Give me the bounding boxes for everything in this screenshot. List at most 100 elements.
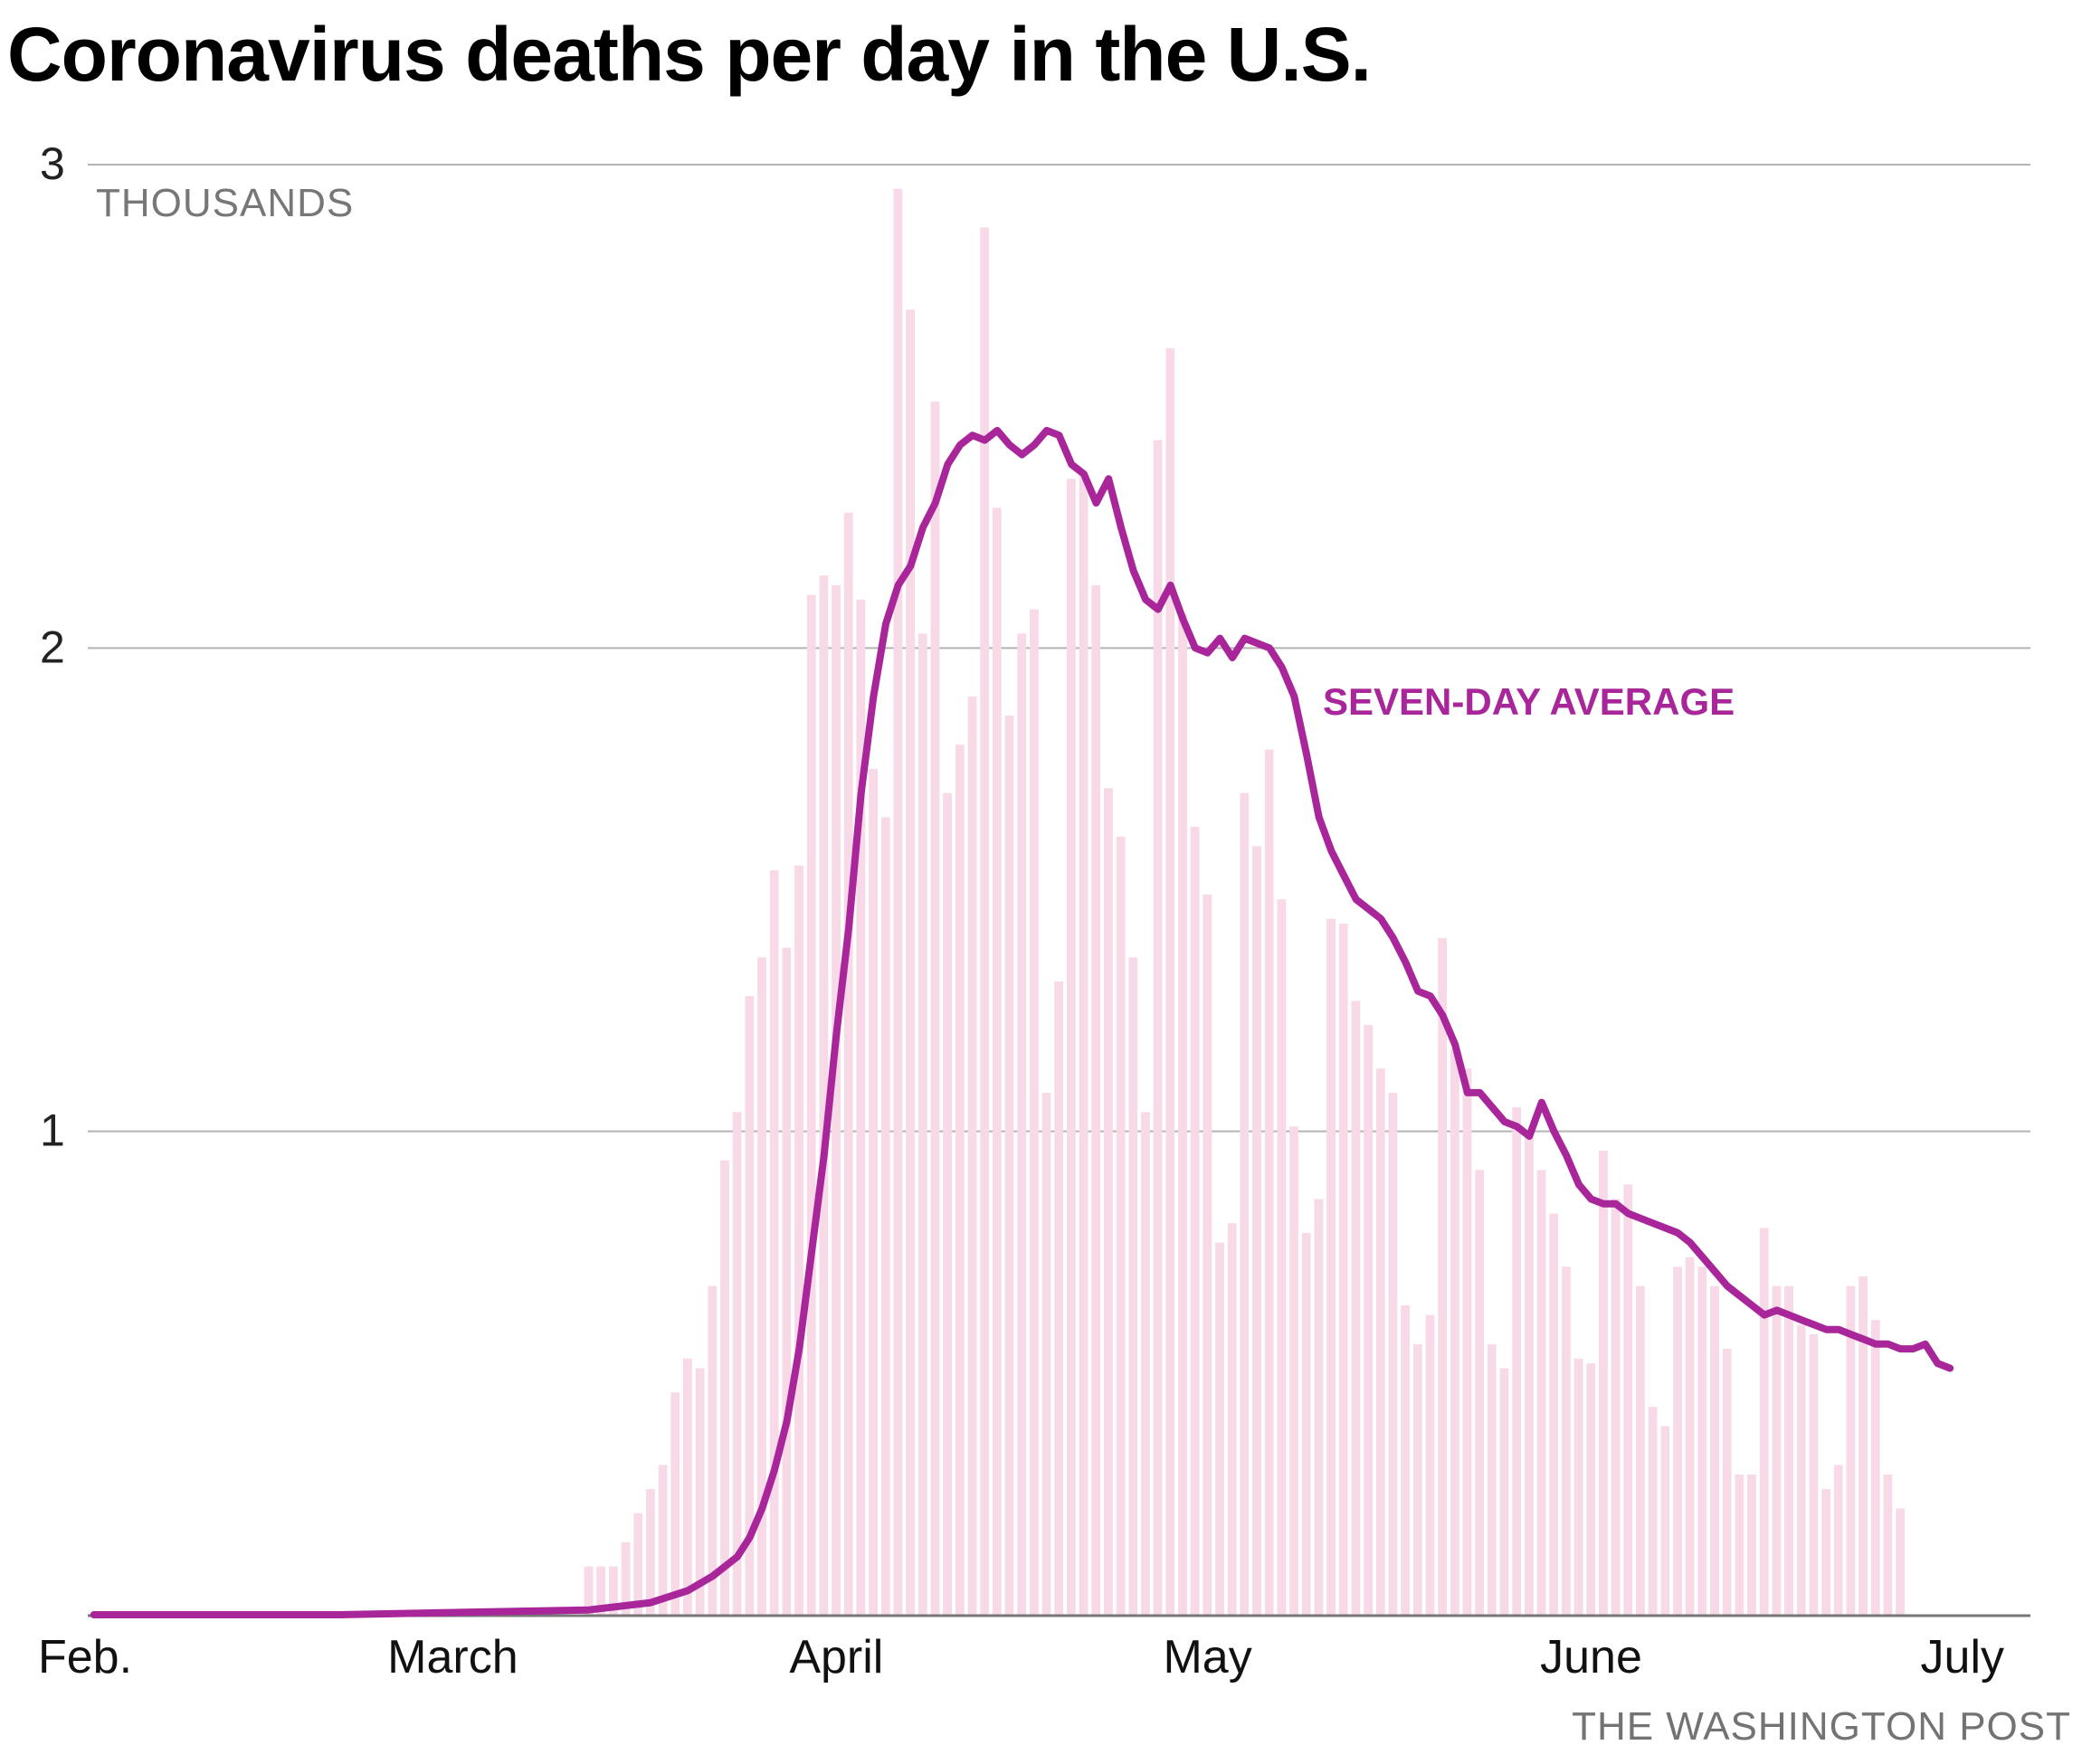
daily-deaths-bar (1475, 1170, 1485, 1615)
daily-deaths-bar (621, 1541, 631, 1615)
daily-deaths-bar (1338, 923, 1348, 1615)
daily-deaths-bar (1549, 1213, 1559, 1615)
daily-deaths-bar (980, 227, 990, 1615)
daily-deaths-bar (695, 1368, 705, 1615)
y-tick-label: 3 (40, 138, 65, 189)
daily-deaths-bar (1623, 1184, 1633, 1615)
daily-deaths-bar (1128, 957, 1138, 1615)
source-credit: THE WASHINGTON POST (1572, 1704, 2071, 1749)
daily-deaths-bar (1833, 1465, 1843, 1615)
daily-deaths-bar (917, 633, 927, 1615)
daily-deaths-bar (596, 1566, 606, 1615)
chart-title: Coronavirus deaths per day in the U.S. (7, 12, 1372, 97)
daily-deaths-bar (720, 1160, 729, 1615)
daily-deaths-bar (1525, 1136, 1534, 1615)
daily-deaths-bar (1883, 1475, 1893, 1615)
x-tick-label: March (387, 1631, 518, 1683)
daily-deaths-bar (670, 1392, 680, 1615)
daily-deaths-bar (1326, 918, 1336, 1615)
daily-deaths-bar (708, 1285, 718, 1615)
seven-day-average-path (90, 426, 1954, 1618)
daily-deaths-bar (832, 584, 841, 1615)
daily-deaths-bar (1203, 894, 1212, 1615)
daily-deaths-bar (1747, 1475, 1756, 1615)
daily-death-bars (584, 188, 1905, 1616)
daily-deaths-bar (906, 309, 915, 1615)
daily-deaths-bar (1364, 1025, 1373, 1615)
daily-deaths-bar (732, 1112, 742, 1615)
daily-deaths-bar (1240, 792, 1250, 1615)
daily-deaths-bar (1401, 1305, 1410, 1615)
daily-deaths-bar (1759, 1228, 1769, 1615)
daily-deaths-bar (1710, 1285, 1719, 1615)
daily-deaths-bar (1252, 846, 1261, 1615)
daily-deaths-bar (1116, 836, 1126, 1615)
x-tick-label: June (1540, 1631, 1642, 1683)
daily-deaths-bar (843, 512, 853, 1616)
daily-deaths-bar (769, 870, 779, 1615)
daily-deaths-bar (782, 947, 792, 1615)
daily-deaths-bar (609, 1566, 618, 1615)
daily-deaths-bar (1104, 788, 1113, 1615)
daily-deaths-bar (1636, 1285, 1645, 1615)
daily-deaths-bar (1041, 1092, 1051, 1615)
daily-deaths-bar (1215, 1242, 1224, 1615)
daily-deaths-bar (1660, 1426, 1670, 1615)
daily-deaths-bar (819, 575, 829, 1616)
daily-deaths-bar (1289, 1126, 1298, 1615)
daily-deaths-bar (1190, 827, 1200, 1615)
y-axis-unit-label: THOUSANDS (96, 181, 354, 225)
daily-deaths-bar (1227, 1223, 1237, 1615)
daily-deaths-bar (1586, 1363, 1596, 1615)
daily-deaths-bar (1314, 1199, 1324, 1615)
daily-deaths-bar (1388, 1092, 1398, 1615)
daily-deaths-bar (1697, 1266, 1707, 1615)
daily-deaths-bar (1141, 1112, 1150, 1615)
daily-deaths-bar (1896, 1508, 1905, 1615)
daily-deaths-bar (683, 1358, 692, 1615)
daily-deaths-bar (1512, 1106, 1522, 1615)
daily-deaths-bar (1573, 1358, 1583, 1615)
seven-day-average-line (90, 426, 1954, 1618)
x-tick-label: July (1921, 1631, 2004, 1683)
daily-deaths-bar (1178, 613, 1187, 1615)
daily-deaths-bar (1536, 1170, 1546, 1615)
daily-deaths-bar (1859, 1276, 1868, 1615)
daily-deaths-bar (1264, 749, 1274, 1615)
daily-deaths-bar (633, 1513, 643, 1615)
daily-deaths-bar (1079, 474, 1089, 1615)
y-tick-label: 1 (40, 1105, 65, 1156)
daily-deaths-bar (1412, 1343, 1422, 1615)
daily-deaths-bar (1351, 1001, 1361, 1615)
daily-deaths-bar (1165, 348, 1175, 1615)
daily-deaths-bar (1685, 1257, 1695, 1615)
daily-deaths-bar (943, 792, 952, 1615)
daily-deaths-bar (880, 817, 890, 1615)
y-tick-label: 2 (40, 621, 65, 672)
daily-deaths-bar (1301, 1232, 1311, 1615)
daily-deaths-bar (1846, 1285, 1856, 1615)
daily-deaths-bar (930, 401, 940, 1615)
daily-deaths-bar (646, 1489, 655, 1615)
daily-deaths-bar (1722, 1349, 1732, 1615)
daily-deaths-bar (869, 768, 878, 1615)
daily-deaths-bar (1611, 1199, 1621, 1615)
daily-deaths-bar (658, 1465, 668, 1615)
daily-deaths-bar (1091, 584, 1101, 1615)
x-tick-label: May (1163, 1631, 1251, 1683)
daily-deaths-bar (1562, 1266, 1571, 1615)
daily-deaths-bar (1438, 937, 1447, 1615)
daily-deaths-bar (1450, 1048, 1459, 1615)
daily-deaths-bar (1735, 1475, 1745, 1615)
daily-deaths-bar (856, 599, 866, 1615)
daily-deaths-bar (1425, 1314, 1435, 1615)
x-axis-ticks: Feb. March April May June July (38, 1631, 2004, 1683)
daily-deaths-bar (1462, 1068, 1472, 1615)
daily-deaths-bar (1599, 1151, 1608, 1615)
daily-deaths-bar (955, 744, 965, 1615)
daily-deaths-bar (1004, 716, 1014, 1615)
daily-deaths-bar (1499, 1368, 1509, 1615)
daily-deaths-bar (1809, 1334, 1819, 1615)
daily-deaths-bar (1153, 440, 1163, 1616)
daily-deaths-bar (1067, 479, 1076, 1615)
